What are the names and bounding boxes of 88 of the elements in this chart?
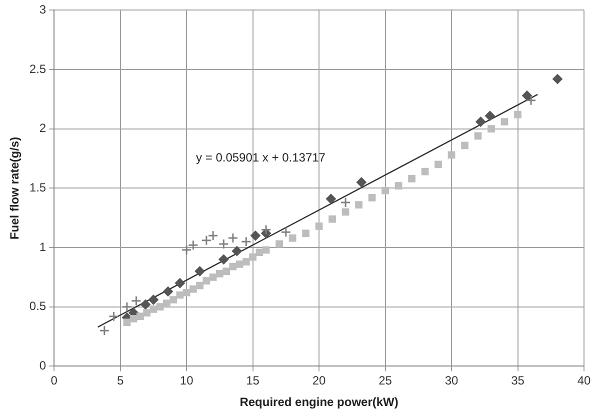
point — [218, 238, 229, 250]
point — [174, 278, 185, 288]
point — [182, 288, 190, 296]
point — [122, 302, 132, 312]
point — [448, 151, 456, 159]
point — [262, 246, 270, 254]
point — [288, 234, 296, 242]
point — [315, 222, 323, 230]
x-tick-label: 5 — [116, 374, 124, 388]
x-tick-label: 10 — [180, 374, 194, 388]
point — [181, 244, 192, 256]
point — [421, 168, 429, 176]
x-axis-title: Required engine power(kW) — [240, 395, 398, 410]
point — [526, 95, 536, 106]
point — [242, 258, 250, 266]
point — [123, 318, 131, 326]
y-tick-label: 2.5 — [29, 62, 46, 76]
point — [202, 277, 210, 284]
point — [522, 90, 532, 101]
point — [382, 186, 389, 194]
y-tick-label: 1 — [39, 240, 46, 254]
point — [461, 142, 468, 150]
point — [355, 201, 362, 208]
point — [194, 266, 205, 276]
point — [342, 208, 350, 216]
y-axis-title: Fuel flow rate(g/s) — [8, 136, 22, 240]
point — [130, 315, 138, 322]
point — [356, 177, 366, 188]
point — [136, 312, 144, 320]
point — [201, 235, 212, 246]
point — [190, 285, 197, 293]
point — [216, 270, 224, 278]
point — [488, 125, 495, 133]
point — [260, 224, 272, 235]
point — [302, 230, 310, 237]
y-tick-label: 2 — [39, 121, 46, 136]
point — [408, 175, 416, 182]
x-tick-label: 20 — [312, 374, 326, 388]
point — [108, 311, 119, 322]
x-tick-label: 25 — [378, 374, 392, 388]
y-tick-label: 0 — [39, 358, 46, 373]
point — [326, 194, 336, 204]
point — [236, 260, 244, 268]
point — [232, 246, 242, 256]
x-tick-label: 30 — [444, 374, 459, 388]
point — [156, 303, 164, 311]
point — [240, 236, 252, 247]
point — [552, 74, 563, 84]
point — [229, 262, 237, 270]
point — [140, 299, 150, 310]
point — [99, 325, 110, 336]
point — [250, 230, 260, 241]
x-tick-label: 40 — [577, 374, 591, 388]
point — [218, 254, 229, 264]
point — [130, 296, 142, 306]
point — [196, 282, 204, 290]
point — [368, 194, 376, 202]
x-tick-label: 35 — [511, 374, 525, 388]
y-tick-label: 0.5 — [29, 299, 46, 314]
point — [150, 306, 158, 313]
point — [228, 232, 238, 244]
point — [188, 240, 198, 250]
point — [256, 248, 264, 256]
point — [500, 118, 508, 126]
point — [340, 197, 351, 208]
point — [163, 286, 174, 296]
point — [209, 274, 217, 281]
y-tick-label: 1.5 — [29, 180, 46, 195]
point — [484, 110, 495, 121]
point — [170, 296, 177, 304]
annotation: y = 0.05901 x + 0.13717 — [196, 150, 326, 164]
point — [208, 230, 218, 241]
x-tick-label: 0 — [50, 374, 58, 388]
point — [163, 300, 170, 307]
point — [514, 110, 522, 118]
point — [434, 160, 442, 168]
x-tick-label: 15 — [246, 374, 260, 388]
point — [280, 226, 292, 238]
point — [222, 268, 230, 275]
point — [249, 253, 256, 261]
y-tick-label: 3 — [39, 2, 46, 17]
point — [394, 182, 402, 190]
point — [476, 116, 486, 127]
point — [148, 294, 158, 305]
point — [474, 132, 482, 140]
point — [143, 309, 150, 316]
point — [276, 240, 283, 248]
point — [328, 215, 336, 223]
